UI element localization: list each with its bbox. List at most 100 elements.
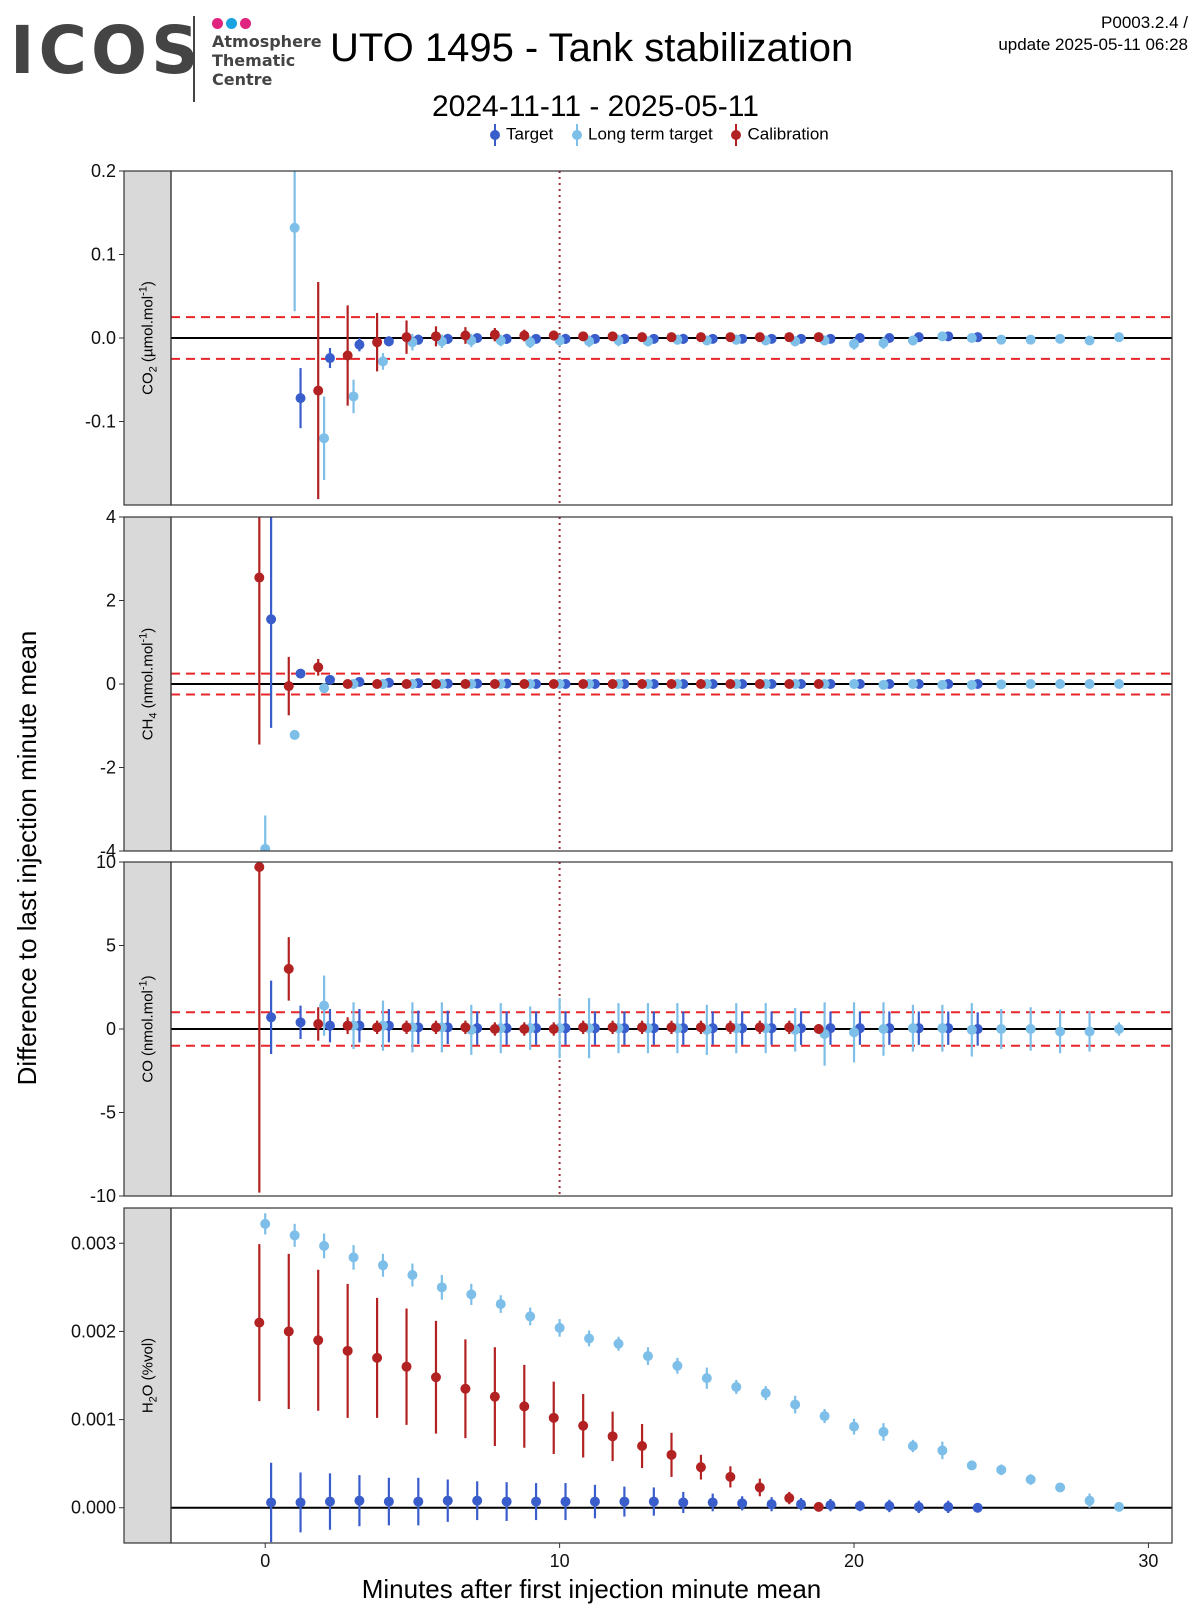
data-point [354, 1495, 365, 1506]
data-point [731, 1381, 742, 1392]
panel-strip [123, 516, 172, 852]
strip-subscript: 2 [148, 366, 160, 372]
data-point [283, 1326, 294, 1337]
data-point [637, 332, 648, 343]
data-point [725, 332, 736, 343]
legend-label: Target [506, 124, 554, 144]
panel-strip [123, 170, 172, 506]
y-tick-label: 0.1 [91, 245, 116, 265]
x-axis-label: Minutes after first injection minute mea… [362, 1574, 822, 1604]
data-point [907, 335, 918, 346]
data-point [324, 353, 335, 364]
data-point [377, 1260, 388, 1271]
data-point [442, 1495, 453, 1506]
data-point [878, 679, 889, 690]
data-point [619, 1496, 630, 1507]
data-point [1055, 333, 1066, 344]
data-point [548, 330, 559, 341]
panel-strip-label: CO2 (µmol.mol-1) [138, 281, 160, 395]
series-calibration [254, 517, 824, 745]
logo-sub-line: Centre [212, 70, 273, 89]
y-tick-label: -10 [90, 1186, 116, 1206]
legend-key [490, 124, 500, 146]
series-long-term-target [289, 171, 1125, 480]
version-label: P0003.2.4 / [1101, 13, 1188, 32]
data-point [319, 1240, 330, 1251]
y-tick-label: 0 [106, 674, 116, 694]
data-point [607, 1022, 618, 1033]
strip-text: (nmol.mol [140, 642, 157, 712]
data-point [266, 614, 277, 625]
legend-item-target: Target [490, 124, 553, 146]
data-point [372, 337, 383, 348]
data-point [790, 1399, 801, 1410]
data-point [813, 1024, 824, 1034]
data-point [642, 1351, 653, 1362]
data-point [754, 332, 765, 343]
y-tick-label: 0.2 [91, 161, 116, 181]
x-tick-label: 0 [260, 1551, 270, 1571]
data-point [519, 679, 530, 689]
data-point [672, 1360, 683, 1371]
data-point [460, 1383, 471, 1394]
version-info: P0003.2.4 / update 2025-05-11 06:28 [998, 12, 1188, 56]
data-point [1114, 332, 1125, 343]
data-point [519, 1401, 530, 1412]
data-point [666, 679, 677, 689]
data-point [878, 1024, 889, 1034]
data-point [796, 1499, 807, 1510]
y-tick-label: 4 [106, 507, 116, 527]
data-point [548, 1412, 559, 1423]
data-point [754, 679, 765, 689]
data-point [383, 336, 394, 347]
data-point [460, 679, 471, 689]
strip-subscript: 2 [148, 1396, 160, 1402]
data-point [678, 1497, 689, 1508]
y-tick-label: 0.001 [71, 1410, 116, 1430]
update-timestamp: update 2025-05-11 06:28 [998, 35, 1188, 54]
data-point [472, 1495, 483, 1506]
data-point [613, 1338, 624, 1349]
data-point [725, 1022, 736, 1033]
data-point [913, 1501, 924, 1512]
strip-text: CO [140, 372, 157, 395]
data-point [784, 1493, 795, 1504]
data-point [372, 1022, 383, 1033]
data-point [648, 1496, 659, 1507]
data-point [460, 1022, 471, 1033]
data-point [637, 1022, 648, 1033]
logo-dot [226, 18, 237, 29]
data-point [254, 572, 265, 583]
panel-plot-area [171, 1213, 1172, 1543]
series-calibration [254, 862, 824, 1193]
data-point [560, 1496, 571, 1507]
logo-divider [193, 16, 195, 102]
data-point [737, 1498, 748, 1509]
data-point [937, 1445, 948, 1456]
data-point [489, 1024, 500, 1034]
data-point [525, 1311, 536, 1322]
strip-text: ) [140, 628, 157, 633]
data-point [313, 1335, 324, 1346]
data-point [966, 1460, 977, 1471]
logo-dots-icon [212, 16, 254, 34]
panel-strip [123, 1207, 172, 1544]
data-point [383, 1496, 394, 1507]
data-point [401, 1361, 412, 1372]
data-point [578, 1420, 589, 1431]
y-tick-label: 10 [96, 852, 116, 872]
data-point [460, 330, 471, 341]
data-point [849, 1421, 860, 1432]
data-point [519, 330, 530, 341]
data-point [430, 1022, 441, 1033]
data-point [637, 679, 648, 689]
data-point [266, 1012, 277, 1023]
data-point [1084, 1026, 1095, 1037]
data-point [548, 1024, 559, 1034]
data-point [1025, 1474, 1036, 1485]
data-point [584, 1333, 595, 1344]
data-point [784, 1022, 795, 1033]
data-point [907, 679, 918, 689]
data-point [260, 843, 271, 851]
